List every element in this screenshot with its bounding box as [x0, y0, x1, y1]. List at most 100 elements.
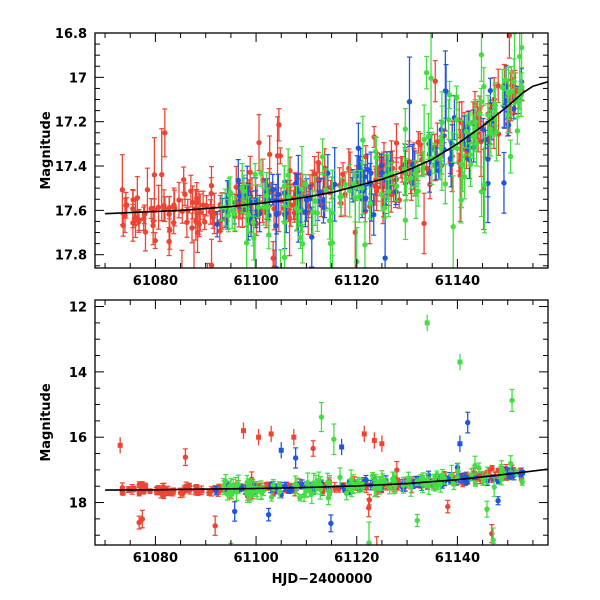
data-point-green [356, 193, 362, 200]
data-point-green [323, 187, 329, 193]
data-point-red [123, 202, 130, 208]
data-point-red [161, 484, 167, 491]
data-point-red [394, 467, 400, 473]
data-point-green [342, 181, 349, 188]
data-point-green [402, 217, 409, 223]
data-point-green [518, 44, 525, 51]
data-point-blue [309, 234, 315, 240]
data-point-green [484, 506, 490, 512]
data-point-red [167, 489, 173, 496]
data-point-red [159, 171, 165, 178]
data-point-green [487, 126, 494, 132]
data-point-red [141, 216, 147, 222]
data-point-red [180, 176, 187, 183]
data-point-red [445, 503, 451, 510]
data-point-green [319, 154, 326, 160]
data-point-red [189, 199, 196, 206]
data-point-green [515, 99, 521, 105]
data-point-red [166, 204, 173, 211]
data-point-red [202, 219, 208, 225]
data-point-red [144, 187, 151, 193]
data-point-blue [371, 211, 377, 218]
data-point-green [331, 436, 337, 442]
data-point-green [281, 183, 287, 189]
data-point-blue [270, 187, 276, 193]
data-point-green [248, 491, 254, 498]
data-point-green [412, 170, 418, 177]
data-point-red [207, 209, 214, 215]
data-point-green [226, 490, 233, 497]
data-point-red [189, 225, 195, 231]
data-point-red [119, 187, 126, 193]
data-point-red [152, 237, 158, 244]
data-point-green [268, 494, 275, 500]
data-point-green [467, 120, 473, 127]
bottom-panel: 61080 61100 61120 61140 12 14 16 18 Magnitude [39, 299, 549, 566]
data-point-green [270, 482, 276, 488]
outlier-point [457, 441, 463, 447]
data-point-green [367, 200, 374, 206]
data-point-green [502, 77, 509, 83]
data-point-green [481, 182, 488, 188]
data-point-green [337, 474, 343, 481]
x-tick-label: 61100 [233, 551, 278, 566]
plot-area [105, 33, 548, 282]
data-point-green [318, 414, 325, 420]
data-point-green [266, 232, 272, 238]
data-point-blue [275, 191, 282, 198]
data-point-green [343, 490, 350, 497]
data-point-green [254, 267, 256, 268]
data-point-blue [325, 170, 331, 176]
data-point-blue [409, 162, 416, 168]
data-point-blue [501, 180, 507, 186]
y-tick-label: 17.8 [55, 249, 87, 264]
data-point-green [370, 472, 376, 479]
data-point-green [305, 479, 311, 486]
data-point-red [161, 202, 167, 209]
data-point-green [313, 481, 319, 488]
y-axis-title: Magnitude [39, 111, 54, 190]
data-point-green [453, 116, 460, 123]
data-point-green [508, 88, 515, 95]
data-point-green [519, 479, 525, 485]
data-point-red [162, 130, 168, 136]
outlier-point [278, 447, 284, 453]
data-point-green [299, 241, 306, 247]
data-point-blue [332, 181, 338, 188]
data-point-green [372, 148, 379, 155]
data-point-red [276, 122, 282, 128]
data-point-green [393, 183, 400, 189]
data-point-green [360, 137, 366, 143]
y-tick-label: 17.2 [55, 116, 87, 131]
data-point-green [439, 138, 445, 144]
data-point-green [327, 240, 334, 247]
data-point-blue [355, 145, 362, 151]
data-point-green [285, 194, 292, 200]
data-point-red [179, 277, 184, 282]
data-point-green [244, 479, 250, 486]
data-point-red [366, 497, 373, 503]
y-tick-label: 18 [69, 497, 87, 512]
data-point-blue [265, 511, 272, 518]
fit-curve [105, 468, 548, 491]
data-point-green [366, 540, 372, 545]
data-point-green [514, 128, 521, 134]
data-point-green [437, 481, 444, 487]
data-point-green [476, 465, 482, 471]
data-point-green [310, 209, 316, 216]
data-point-red [137, 484, 144, 490]
data-point-green [453, 95, 460, 101]
data-point-blue [364, 166, 371, 173]
data-point-green [408, 484, 414, 490]
data-point-blue [299, 481, 305, 487]
data-point-red [155, 204, 162, 210]
data-point-blue [328, 520, 334, 527]
data-point-blue [310, 551, 315, 556]
data-point-blue [236, 193, 243, 199]
data-point-green [239, 185, 245, 191]
data-point-blue [465, 419, 471, 426]
data-point-green [421, 136, 427, 143]
data-point-green [265, 204, 271, 210]
data-point-red [315, 159, 322, 166]
